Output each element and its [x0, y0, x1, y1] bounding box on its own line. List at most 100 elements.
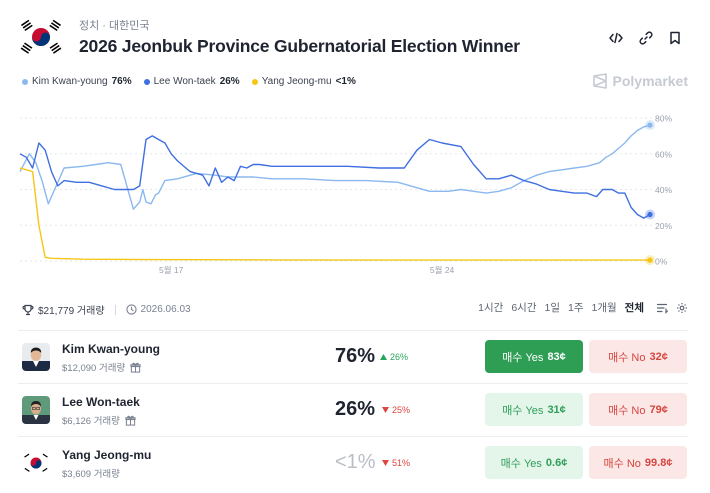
- time-range-selector: 1시간 6시간 1일 1주 1개월 전체: [478, 300, 688, 315]
- buy-yes-price: 31¢: [547, 403, 566, 416]
- candidate-name[interactable]: Yang Jeong-mu: [62, 448, 152, 462]
- clock-icon: [125, 304, 137, 315]
- series-line-1: [19, 135, 651, 219]
- korea-flag-icon: [22, 449, 50, 477]
- divider: [18, 383, 688, 384]
- buy-no-button[interactable]: 매수 No 99.8¢: [589, 446, 687, 479]
- change-value: 25%: [392, 405, 411, 415]
- arrow-down-icon: [382, 407, 389, 413]
- legend-value: 26%: [219, 76, 240, 87]
- avatar: [22, 396, 50, 424]
- divider: [18, 436, 688, 437]
- polymarket-logo: Polymarket: [592, 73, 688, 89]
- stats-divider: [114, 304, 116, 315]
- buy-no-button[interactable]: 매수 No 79¢: [589, 393, 687, 426]
- candidate-name[interactable]: Kim Kwan-young: [62, 342, 160, 356]
- candidate-probability: 26%: [335, 398, 376, 420]
- polymarket-icon: [592, 73, 607, 89]
- buy-yes-button[interactable]: 매수 Yes 0.6¢: [485, 446, 583, 479]
- x-tick-label: 5월 17: [159, 265, 184, 275]
- candidate-probability: 76%: [335, 345, 376, 367]
- settings-icon[interactable]: [676, 302, 688, 314]
- chart-legend: Kim Kwan-young 76% Lee Won-taek 26% Yang…: [22, 76, 356, 87]
- range-all[interactable]: 전체: [624, 302, 644, 314]
- range-1m[interactable]: 1개월: [591, 302, 617, 314]
- korea-flag-icon: [18, 17, 64, 57]
- series-end-point: [647, 122, 653, 128]
- buy-no-button[interactable]: 매수 No 32¢: [589, 340, 687, 373]
- series-end-point: [647, 257, 653, 263]
- volume-text: $12,090 거래량: [62, 363, 126, 374]
- series-line-2: [19, 167, 650, 261]
- y-tick-label: 80%: [655, 114, 672, 124]
- range-6h[interactable]: 6시간: [511, 302, 537, 314]
- gift-icon[interactable]: [125, 415, 136, 426]
- avatar: [22, 343, 50, 371]
- legend-name: Lee Won-taek: [153, 76, 216, 87]
- bookmark-icon[interactable]: [666, 29, 684, 47]
- buy-no-price: 99.8¢: [644, 456, 673, 469]
- buy-yes-label: 매수 Yes: [500, 457, 542, 470]
- buy-yes-label: 매수 Yes: [502, 351, 544, 364]
- market-stats: $21,779 거래량 2026.06.03: [22, 302, 191, 317]
- end-date: 2026.06.03: [140, 304, 191, 315]
- buy-no-price: 79¢: [649, 403, 668, 416]
- candidate-row: Lee Won-taek $6,126 거래량 26% 25% 매수 Yes 31…: [0, 384, 710, 434]
- buy-yes-price: 83¢: [547, 350, 566, 363]
- arrow-up-icon: [380, 354, 387, 360]
- buy-yes-price: 0.6¢: [545, 456, 568, 469]
- change-value: 51%: [392, 458, 411, 468]
- candidate-name[interactable]: Lee Won-taek: [62, 395, 140, 409]
- volume-text: $6,126 거래량: [62, 416, 120, 427]
- legend-item-lee: Lee Won-taek 26%: [143, 76, 240, 87]
- sort-icon[interactable]: [656, 302, 668, 314]
- gift-icon[interactable]: [130, 362, 141, 373]
- series-end-point: [647, 211, 653, 218]
- legend-name: Kim Kwan-young: [32, 76, 108, 87]
- divider: [18, 330, 688, 331]
- arrow-down-icon: [382, 460, 389, 466]
- breadcrumb[interactable]: 정치 · 대한민국: [79, 20, 150, 32]
- buy-yes-button[interactable]: 매수 Yes 31¢: [485, 393, 583, 426]
- buy-yes-button[interactable]: 매수 Yes 83¢: [485, 340, 583, 373]
- trophy-icon: [22, 304, 34, 315]
- probability-change: 51%: [382, 458, 410, 468]
- buy-no-label: 매수 No: [608, 351, 646, 364]
- candidate-row: Kim Kwan-young $12,090 거래량 76% 26% 매수 Ye…: [0, 331, 710, 381]
- candidate-probability: <1%: [335, 451, 376, 473]
- x-tick-label: 5월 24: [430, 265, 455, 275]
- link-icon[interactable]: [637, 29, 655, 47]
- legend-item-yang: Yang Jeong-mu <1%: [251, 76, 356, 87]
- candidate-volume: $3,609 거래량: [62, 466, 120, 480]
- buy-yes-label: 매수 Yes: [502, 404, 544, 417]
- range-1w[interactable]: 1주: [568, 302, 584, 314]
- candidate-volume: $6,126 거래량: [62, 413, 136, 427]
- code-icon[interactable]: [607, 29, 625, 47]
- legend-value: 76%: [111, 76, 132, 87]
- y-tick-label: 0%: [655, 257, 668, 267]
- probability-chart[interactable]: 80% 60% 40% 20% 0% 5월 17 5월 24: [0, 100, 710, 280]
- candidate-volume: $12,090 거래량: [62, 360, 141, 374]
- legend-dot: [22, 78, 28, 85]
- legend-name: Yang Jeong-mu: [261, 76, 332, 87]
- brand-name: Polymarket: [612, 73, 688, 89]
- candidate-row: Yang Jeong-mu $3,609 거래량 <1% 51% 매수 Yes 0…: [0, 437, 710, 487]
- probability-change: 26%: [380, 352, 408, 362]
- series-line-0: [19, 124, 651, 210]
- range-1d[interactable]: 1일: [544, 302, 561, 314]
- legend-value: <1%: [335, 76, 356, 87]
- total-volume: $21,779 거래량: [38, 306, 105, 317]
- buy-no-label: 매수 No: [603, 457, 641, 470]
- buy-no-label: 매수 No: [608, 404, 646, 417]
- range-1h[interactable]: 1시간: [478, 302, 504, 314]
- page-title: 2026 Jeonbuk Province Gubernatorial Elec…: [79, 36, 520, 56]
- buy-no-price: 32¢: [649, 350, 668, 363]
- y-tick-label: 60%: [655, 149, 672, 159]
- legend-dot: [143, 78, 150, 85]
- volume-text: $3,609 거래량: [62, 469, 120, 480]
- y-tick-label: 40%: [655, 185, 672, 195]
- legend-item-kim: Kim Kwan-young 76%: [22, 76, 132, 87]
- y-tick-label: 20%: [655, 221, 672, 231]
- probability-change: 25%: [382, 405, 410, 415]
- change-value: 26%: [390, 352, 409, 362]
